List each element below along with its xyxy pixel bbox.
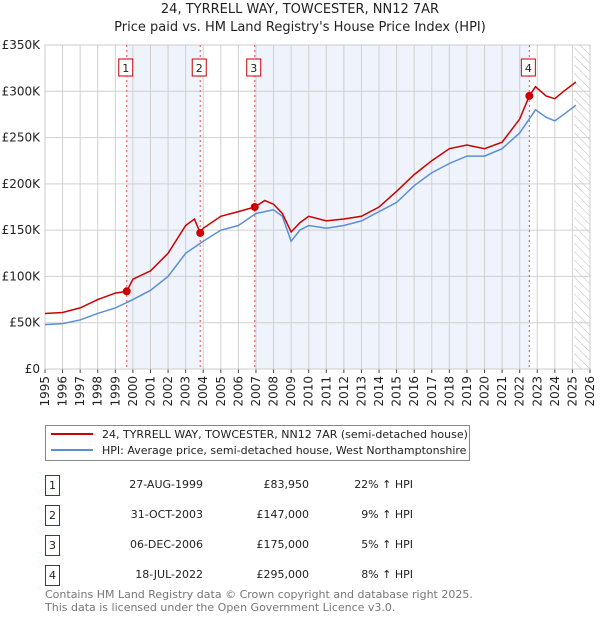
x-tick-label: 2013 [354,376,368,407]
y-tick-label: £250K [2,131,42,145]
x-tick-label: 2022 [513,376,527,407]
legend-item-property: 24, TYRRELL WAY, TOWCESTER, NN12 7AR (se… [51,427,468,441]
shaded-region-1-2 [126,45,201,369]
x-tick-label: 2001 [143,376,157,407]
sale-marker-box [246,58,262,77]
footer-copyright: Contains HM Land Registry data © Crown c… [45,588,473,601]
x-tick-label: 2026 [583,376,597,407]
sale-number: 2 [45,505,60,526]
x-tick-label: 2008 [267,376,281,407]
legend: 24, TYRRELL WAY, TOWCESTER, NN12 7AR (se… [45,425,470,461]
y-tick-label: £0 [25,362,40,376]
sale-marker-box [520,58,536,77]
x-tick-label: 2014 [372,376,386,407]
sale-hpi-diff: 5% ↑ HPI [361,538,413,551]
y-tick-label: £100K [2,269,42,283]
legend-label: HPI: Average price, semi-detached house,… [102,443,467,457]
footer-licence: This data is licensed under the Open Gov… [45,601,396,614]
sale-marker-label: 4 [525,62,532,75]
x-tick-label: 2018 [442,376,456,407]
price-paid-line [44,81,577,315]
sale-marker-box [191,58,207,77]
chart-title: 24, TYRRELL WAY, TOWCESTER, NN12 7AR [160,2,440,17]
x-tick-label: 2010 [302,376,316,407]
x-tick-label: 2021 [495,376,509,407]
sale-point [525,91,534,100]
legend-item-hpi: HPI: Average price, semi-detached house,… [51,443,468,457]
x-tick-label: 1997 [73,376,87,407]
x-tick-label: 1996 [56,376,70,407]
sale-row: 1 27-AUG-1999 £83,950 22% ↑ HPI [45,475,445,496]
sale-point [196,228,205,237]
sale-hpi-diff: 8% ↑ HPI [361,568,413,581]
x-tick-label: 2006 [231,376,245,407]
shaded-region-3-4 [254,45,530,369]
x-tick-label: 2009 [284,376,298,407]
x-tick-label: 2015 [390,376,404,407]
y-tick-label: £350K [2,38,42,52]
x-tick-label: 2012 [337,376,351,407]
sale-price: £175,000 [256,538,310,551]
legend-label: 24, TYRRELL WAY, TOWCESTER, NN12 7AR (se… [102,427,468,441]
sale-number: 4 [45,565,60,586]
x-tick-label: 2004 [196,376,210,407]
sale-number: 1 [45,475,60,496]
x-tick-label: 2024 [548,376,562,407]
x-tick-label: 2020 [478,376,492,407]
legend-swatch-blue [51,449,93,451]
sale-price: £295,000 [256,568,310,581]
sale-date: 27-AUG-1999 [129,478,203,491]
sale-date: 18-JUL-2022 [135,568,203,581]
hpi-line [44,104,577,326]
y-tick-label: £200K [2,177,42,191]
sale-number: 3 [45,535,60,556]
sale-point [250,203,259,211]
x-tick-label: 2019 [460,376,474,407]
sale-hpi-diff: 22% ↑ HPI [354,478,413,491]
x-tick-label: 1998 [91,376,105,407]
x-tick-label: 2016 [407,376,421,407]
sale-point [122,287,131,296]
y-tick-label: £300K [2,84,42,98]
sale-marker-label: 2 [196,62,203,75]
sale-marker-label: 3 [250,62,257,75]
x-tick-label: 2011 [319,376,333,407]
x-tick-label: 2017 [425,376,439,407]
y-tick-label: £50K [9,316,41,330]
y-tick-label: £150K [2,223,42,237]
x-tick-label: 2025 [565,376,579,407]
footer: Contains HM Land Registry data © Crown c… [45,588,473,614]
sale-hpi-diff: 9% ↑ HPI [361,508,413,521]
x-tick-label: 2003 [179,376,193,407]
x-tick-label: 2023 [530,376,544,407]
x-tick-label: 2002 [161,376,175,407]
x-tick-label: 2005 [214,376,228,407]
chart-subtitle: Price paid vs. HM Land Registry's House … [114,20,486,35]
sale-row: 4 18-JUL-2022 £295,000 8% ↑ HPI [45,565,445,586]
sale-price: £147,000 [256,508,310,521]
x-tick-label: 2000 [126,376,140,407]
plot-frame [44,44,591,370]
x-tick-label: 2007 [249,376,263,407]
sale-marker-box [118,58,134,77]
sale-date: 06-DEC-2006 [129,538,203,551]
price-chart: 1995 1996 1997 1998 1999 2000 2001 2002 2003 2004… [2,38,597,407]
legend-swatch-red [51,433,93,435]
forecast-hatch [574,45,590,369]
sale-price: £83,950 [263,478,310,491]
x-tick-label: 1995 [38,376,52,407]
sale-row: 3 06-DEC-2006 £175,000 5% ↑ HPI [45,535,445,556]
sale-row: 2 31-OCT-2003 £147,000 9% ↑ HPI [45,505,445,526]
x-tick-label: 1999 [108,376,122,407]
sale-date: 31-OCT-2003 [130,508,203,521]
sale-marker-label: 1 [122,62,129,75]
